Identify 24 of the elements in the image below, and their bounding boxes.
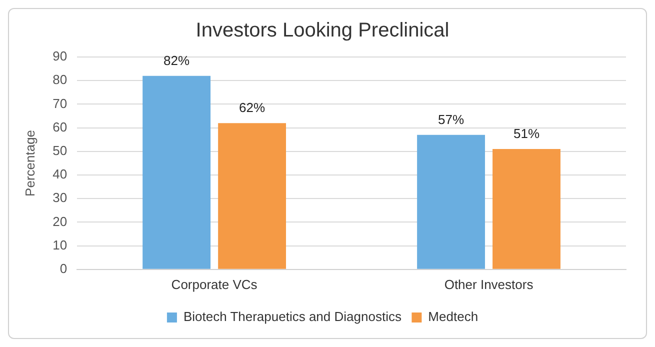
data-label: 57% xyxy=(438,112,464,127)
x-tick-label: Corporate VCs xyxy=(171,276,258,292)
data-label: 82% xyxy=(164,52,190,68)
bar xyxy=(218,123,286,269)
legend-label: Biotech Therapuetics and Diagnostics xyxy=(183,309,402,324)
y-tick-label: 70 xyxy=(52,96,68,111)
chart-title: Investors Looking Preclinical xyxy=(196,20,450,42)
y-axis-title: Percentage xyxy=(22,130,38,196)
y-tick-label: 30 xyxy=(52,190,68,206)
legend-label: Medtech xyxy=(428,309,478,324)
y-tick-label: 60 xyxy=(52,119,68,134)
bar xyxy=(492,149,560,269)
bar xyxy=(142,76,211,269)
y-tick-label: 0 xyxy=(60,260,68,276)
x-tick-label: Other Investors xyxy=(444,276,534,292)
y-tick-label: 90 xyxy=(52,48,68,64)
y-tick-label: 10 xyxy=(52,237,68,252)
data-label: 62% xyxy=(239,100,266,116)
y-tick-label: 50 xyxy=(52,142,68,158)
y-tick-label: 40 xyxy=(52,166,68,182)
bar xyxy=(417,134,485,269)
y-tick-label: 20 xyxy=(52,214,68,229)
data-label: 51% xyxy=(513,126,540,142)
y-tick-label: 80 xyxy=(52,72,68,88)
